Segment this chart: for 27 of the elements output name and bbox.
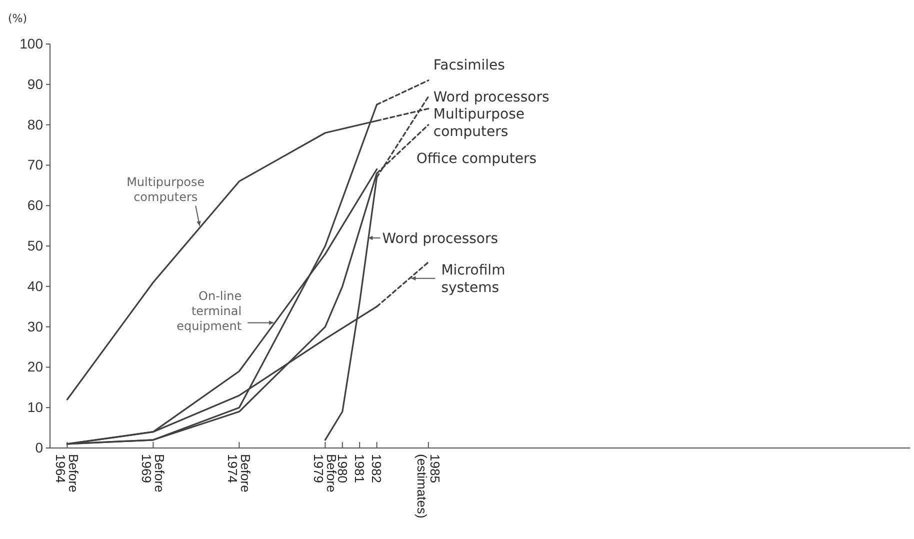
x-tick-label: Before 1979: [311, 454, 340, 492]
y-tick-label: 90: [27, 76, 44, 92]
x-tick-label: Before 1964: [53, 454, 82, 492]
annotation: Word processors: [433, 90, 550, 106]
y-tick-label: 80: [27, 116, 44, 132]
annotation: Multipurpose computers: [126, 174, 205, 204]
annotation: Multipurpose computers: [433, 106, 525, 140]
x-tick-label: 1982: [369, 454, 384, 483]
y-tick-label: 100: [20, 35, 44, 52]
annotation: Word processors: [382, 230, 498, 247]
x-tick-label: 1981: [352, 454, 368, 483]
y-tick-label: 50: [27, 237, 44, 254]
y-tick-label: 40: [27, 278, 44, 294]
x-tick-label: Before 1969: [139, 454, 168, 492]
y-tick-label: 30: [27, 318, 44, 334]
y-tick-label: 0: [35, 439, 44, 456]
annotation: Office computers: [416, 150, 537, 167]
y-tick-label: 10: [27, 399, 44, 416]
x-tick-label: 1985 (estimates): [414, 454, 442, 518]
annotation: Facsimiles: [433, 57, 505, 74]
y-tick-label: 60: [27, 197, 44, 214]
y-tick-label: 20: [27, 358, 44, 375]
annotation: Microfilm systems: [441, 262, 506, 296]
annotation: On-line terminal equipment: [176, 288, 242, 333]
x-tick-label: Before 1974: [225, 454, 254, 492]
y-tick-label: 70: [27, 156, 44, 173]
y-axis-title: (%): [8, 12, 28, 25]
